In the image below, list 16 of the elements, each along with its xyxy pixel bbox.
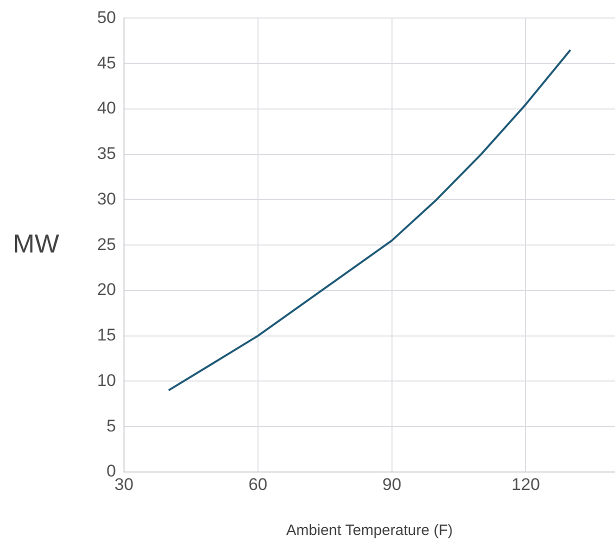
- x-axis-title: Ambient Temperature (F): [286, 522, 453, 540]
- y-tick-label: 30: [97, 189, 116, 208]
- y-tick-label: 0: [106, 462, 116, 481]
- x-tick-label: 90: [382, 474, 402, 494]
- y-tick-label: 40: [97, 98, 116, 118]
- y-tick-label: 45: [97, 53, 116, 72]
- y-tick-label: 20: [97, 280, 116, 300]
- y-tick-label: 5: [106, 416, 116, 436]
- y-axis-title: MW: [12, 228, 60, 258]
- y-tick-label: 50: [97, 8, 116, 27]
- x-tick-label: 120: [512, 474, 540, 494]
- x-tick-label: 60: [248, 474, 268, 494]
- y-tick-label: 10: [97, 370, 116, 390]
- y-tick-label: 15: [97, 326, 116, 345]
- y-tick-label: 35: [97, 144, 116, 164]
- y-tick-label: 25: [97, 234, 116, 254]
